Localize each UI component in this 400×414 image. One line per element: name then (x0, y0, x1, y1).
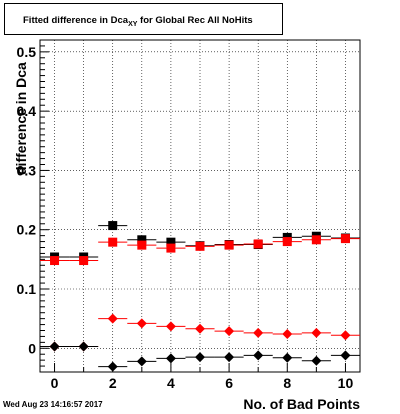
series-2-point (340, 330, 351, 341)
series-0-point (137, 235, 147, 245)
y-tick-label: 0.5 (17, 44, 37, 60)
series-3-point (282, 352, 293, 363)
series-3-point (49, 341, 60, 352)
series-1-point (195, 241, 205, 251)
x-axis-label: No. of Bad Points (243, 396, 360, 412)
series-1-point (224, 240, 234, 250)
x-tick-label: 4 (167, 375, 175, 391)
series-2-point (282, 329, 293, 340)
series-3-point (340, 350, 351, 361)
y-axis-label: difference in Dca (13, 62, 29, 175)
series-3-point (224, 352, 235, 363)
x-tick-label: 6 (225, 375, 233, 391)
series-3-point (165, 353, 176, 364)
chart-title: Fitted difference in DcaXY for Global Re… (23, 15, 253, 28)
y-tick-label: 0 (28, 340, 36, 356)
title-box: Fitted difference in DcaXY for Global Re… (4, 3, 283, 35)
y-tick-label: 0.1 (17, 281, 37, 297)
series-3-point (311, 355, 322, 366)
x-tick-label: 10 (338, 375, 354, 391)
series-2-point (224, 326, 235, 337)
x-tick-label: 8 (283, 375, 291, 391)
series-2-point (253, 327, 264, 338)
y-tick-label: 0.2 (17, 222, 37, 238)
series-3-point (253, 350, 264, 361)
series-1-point (79, 256, 89, 266)
y-tick-label: 0.4 (17, 103, 37, 119)
series-2-point (195, 323, 205, 334)
series-1-point (137, 240, 147, 250)
series-3-point (195, 352, 205, 363)
series-0-point (166, 237, 176, 247)
series-1-point (340, 234, 350, 244)
series-1-point (108, 237, 118, 247)
series-2-point (107, 313, 118, 324)
timestamp-label: Wed Aug 23 14:16:57 2017 (3, 400, 103, 409)
series-3-point (107, 361, 118, 372)
series-2-point (136, 318, 147, 329)
series-2-point (311, 327, 322, 338)
y-tick-label: 0.3 (17, 162, 37, 178)
x-tick-label: 2 (109, 375, 117, 391)
x-tick-label: 0 (51, 375, 59, 391)
series-1-point (50, 256, 60, 266)
series-1-point (311, 235, 321, 245)
series-2-point (165, 321, 176, 332)
series-1-point (282, 237, 292, 247)
series-1-point (253, 239, 263, 249)
series-3-point (136, 356, 147, 367)
series-1-point (166, 243, 176, 253)
series-3-point (78, 341, 89, 352)
series-0-point (108, 221, 118, 231)
